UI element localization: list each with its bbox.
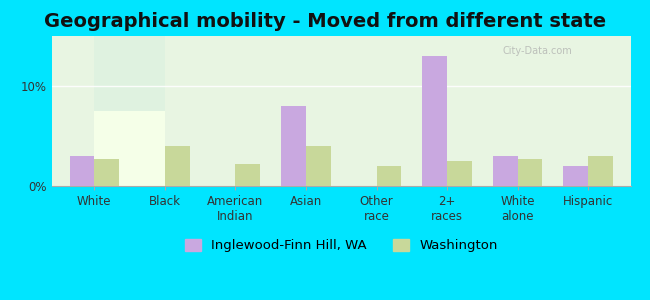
Bar <box>493 156 517 186</box>
Text: City-Data.com: City-Data.com <box>502 46 572 56</box>
Bar <box>588 156 613 186</box>
Bar <box>564 166 588 186</box>
Bar <box>235 164 260 186</box>
Bar <box>165 146 190 186</box>
Bar <box>447 161 472 186</box>
Text: Geographical mobility - Moved from different state: Geographical mobility - Moved from diffe… <box>44 12 606 31</box>
Bar <box>376 166 401 186</box>
Bar <box>70 156 94 186</box>
Legend: Inglewood-Finn Hill, WA, Washington: Inglewood-Finn Hill, WA, Washington <box>179 233 503 257</box>
Bar <box>422 56 447 186</box>
Bar <box>517 159 542 186</box>
Bar <box>94 159 119 186</box>
Bar <box>306 146 331 186</box>
Bar <box>281 106 306 186</box>
